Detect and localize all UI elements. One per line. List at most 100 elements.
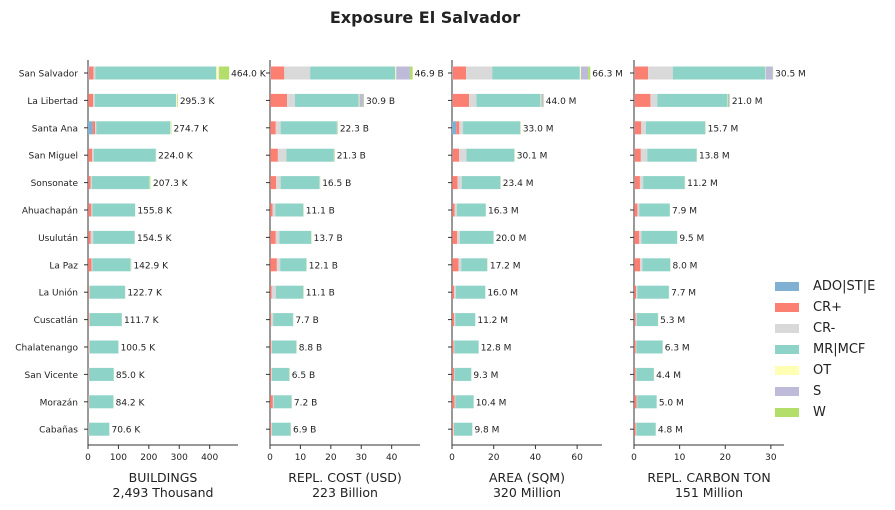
bar-segment-mr-mcf bbox=[461, 176, 501, 190]
value-label: 11.2 M bbox=[477, 316, 508, 326]
bar-segment-cr- bbox=[271, 340, 272, 354]
value-label: 207.3 K bbox=[153, 179, 189, 189]
bar-segment-cr- bbox=[452, 66, 467, 80]
bar-segment-cr- bbox=[272, 203, 276, 217]
bar-segment-mr-mcf bbox=[89, 285, 125, 299]
value-label: 85.0 K bbox=[116, 371, 146, 381]
bar-segment-cr- bbox=[270, 148, 278, 162]
department-label: Cuscatlán bbox=[34, 316, 78, 326]
value-label: 11.2 M bbox=[687, 179, 718, 189]
value-label: 30.1 M bbox=[517, 152, 548, 162]
legend-label: S bbox=[813, 384, 822, 399]
legend-swatch bbox=[775, 303, 799, 312]
bar-segment-cr- bbox=[91, 203, 93, 217]
bar-segment-mr-mcf bbox=[273, 395, 292, 409]
bar-segment-cr- bbox=[639, 176, 644, 190]
legend-item: S bbox=[775, 381, 875, 402]
bar-segment-cr- bbox=[88, 313, 90, 327]
bar-segment-cr- bbox=[270, 422, 272, 436]
value-label: 16.0 M bbox=[487, 289, 518, 299]
x-tick-label: 0 bbox=[631, 453, 637, 463]
bar-segment-w bbox=[219, 66, 230, 80]
bar-segment-ado-st-e bbox=[88, 66, 89, 80]
value-label: 46.9 B bbox=[415, 70, 444, 80]
legend-swatch bbox=[775, 345, 799, 354]
bar-segment-ot bbox=[358, 93, 360, 107]
value-label: 15.7 M bbox=[708, 124, 739, 134]
x-tick-label: 0 bbox=[267, 453, 273, 463]
bar-segment-cr- bbox=[270, 285, 272, 299]
value-label: 21.3 B bbox=[337, 152, 366, 162]
bar-segment-mr-mcf bbox=[647, 148, 697, 162]
bar-segment-mr-mcf bbox=[275, 203, 304, 217]
department-label: Ahuachapán bbox=[22, 207, 78, 217]
bar-segment-ado-st-e bbox=[270, 66, 271, 80]
bar-segment-cr- bbox=[634, 66, 649, 80]
value-label: 22.3 B bbox=[340, 124, 369, 134]
bar-segment-mr-mcf bbox=[643, 176, 685, 190]
bar-segment-mr-mcf bbox=[94, 93, 177, 107]
value-label: 13.8 M bbox=[699, 152, 730, 162]
department-label: San Vicente bbox=[24, 371, 78, 381]
bar-segment-mr-mcf bbox=[89, 395, 114, 409]
bar-segment-mr-mcf bbox=[93, 148, 156, 162]
bar-segment-ado-st-e bbox=[88, 121, 93, 135]
bar-segment-cr- bbox=[270, 121, 276, 135]
bar-segment-mr-mcf bbox=[96, 121, 171, 135]
bar-segment-cr- bbox=[650, 93, 658, 107]
bar-segment-cr- bbox=[459, 148, 467, 162]
bar-segment-cr- bbox=[634, 148, 641, 162]
legend-item: ADO|ST|E bbox=[775, 276, 875, 297]
bar-segment-mr-mcf bbox=[637, 395, 657, 409]
value-label: 10.4 M bbox=[476, 398, 507, 408]
bar-segment-cr- bbox=[276, 258, 281, 272]
bar-segment-cr- bbox=[284, 66, 311, 80]
bar-segment-cr- bbox=[271, 285, 276, 299]
bar-segment-ot bbox=[579, 66, 581, 80]
value-label: 154.5 K bbox=[137, 234, 173, 244]
bar-segment-cr- bbox=[456, 121, 460, 135]
x-axis-title: BUILDINGS bbox=[129, 470, 198, 485]
bar-segment-cr- bbox=[452, 395, 455, 409]
bar-segment-mr-mcf bbox=[89, 340, 119, 354]
bar-segment-cr- bbox=[640, 148, 648, 162]
bar-segment-cr- bbox=[634, 93, 651, 107]
bar-segment-ot bbox=[540, 93, 542, 107]
x-axis-title: REPL. CARBON TON bbox=[647, 470, 770, 485]
bar-segment-w bbox=[409, 66, 413, 80]
value-label: 5.0 M bbox=[659, 398, 684, 408]
bar-segment-cr- bbox=[452, 93, 470, 107]
legend-swatch bbox=[775, 324, 799, 333]
bar-segment-cr- bbox=[453, 340, 455, 354]
bar-segment-s bbox=[580, 66, 589, 80]
value-label: 6.9 B bbox=[293, 426, 316, 436]
bar-segment-mr-mcf bbox=[92, 258, 131, 272]
value-label: 4.4 M bbox=[656, 371, 681, 381]
department-label: Morazán bbox=[40, 398, 78, 408]
bar-segment-mr-mcf bbox=[454, 340, 479, 354]
chart-title: Exposure El Salvador bbox=[329, 8, 521, 27]
bar-segment-cr- bbox=[634, 121, 642, 135]
bar-segment-cr- bbox=[452, 203, 455, 217]
department-label: San Salvador bbox=[19, 70, 79, 80]
bar-segment-cr- bbox=[88, 230, 91, 244]
bar-segment-cr- bbox=[635, 313, 637, 327]
bar-segment-cr- bbox=[452, 230, 458, 244]
bar-segment-mr-mcf bbox=[466, 148, 515, 162]
value-label: 100.5 K bbox=[121, 344, 157, 354]
bar-segment-cr- bbox=[272, 395, 274, 409]
bar-segment-cr- bbox=[92, 121, 95, 135]
department-label: La Paz bbox=[49, 261, 78, 271]
bar-segment-s bbox=[765, 66, 773, 80]
legend-swatch bbox=[775, 282, 799, 291]
legend-label: CR- bbox=[813, 321, 836, 336]
x-tick-label: 40 bbox=[530, 453, 542, 463]
department-label: La Unión bbox=[39, 288, 78, 299]
bar-segment-mr-mcf bbox=[89, 313, 122, 327]
bar-segment-s bbox=[727, 93, 730, 107]
bar-segment-cr- bbox=[270, 395, 273, 409]
value-label: 11.1 B bbox=[306, 289, 335, 299]
bar-segment-cr- bbox=[452, 285, 455, 299]
bar-segment-mr-mcf bbox=[271, 422, 291, 436]
bar-segment-cr- bbox=[458, 258, 462, 272]
